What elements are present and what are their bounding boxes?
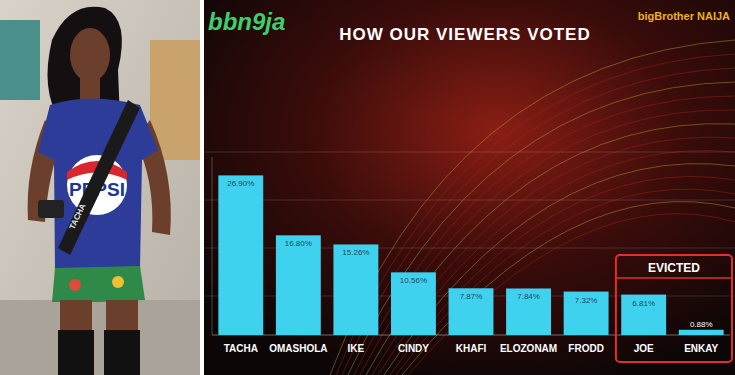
shorts-pattern — [69, 279, 81, 291]
divider — [200, 0, 204, 375]
shorts — [52, 266, 145, 302]
photo: PEPSITACHA — [0, 0, 200, 375]
photo-floor — [0, 300, 200, 375]
strap — [58, 100, 140, 255]
background-line — [366, 124, 735, 375]
background-line — [396, 189, 735, 375]
x-tick-label: TACHA — [224, 343, 258, 354]
mic-pack — [38, 200, 64, 218]
chart-bg — [204, 0, 735, 375]
background-line — [408, 214, 735, 375]
background-line — [384, 164, 735, 375]
data-label: 10.56% — [400, 276, 427, 285]
background-line — [372, 137, 735, 375]
bar — [564, 292, 609, 335]
shorts-pattern — [112, 276, 124, 288]
shirt — [38, 99, 158, 271]
canvas: PEPSITACHA bbn9ja bigBrother NAIJA HOW OUR … — [0, 0, 735, 375]
bar — [449, 288, 494, 335]
strap-text: TACHA — [68, 202, 88, 231]
background-line — [378, 150, 735, 375]
bar — [506, 288, 551, 335]
bar — [333, 244, 378, 335]
photo-bg — [0, 0, 200, 375]
data-label: 7.87% — [460, 292, 483, 301]
background-line — [330, 40, 735, 375]
face — [70, 28, 110, 82]
bar — [391, 272, 436, 335]
background-line — [390, 176, 735, 375]
photo-decor — [0, 20, 40, 100]
root: PEPSITACHA bbn9ja bigBrother NAIJA HOW OUR … — [0, 0, 735, 375]
background-line — [348, 82, 735, 375]
sock — [58, 330, 94, 375]
x-tick-label: JOE — [634, 343, 654, 354]
sock — [104, 330, 140, 375]
data-label: 16.80% — [285, 239, 312, 248]
x-tick-label: FRODD — [568, 343, 604, 354]
annotation: EVICTED — [616, 255, 732, 362]
x-tick-label: CINDY — [398, 343, 429, 354]
logo-left: bbn9ja — [208, 8, 285, 35]
x-tick-label: ENKAY — [684, 343, 718, 354]
x-tick-label: OMASHOLA — [269, 343, 327, 354]
background-line — [336, 54, 735, 375]
background-rule — [204, 200, 735, 201]
annotation-text: EVICTED — [648, 261, 700, 275]
background-lines — [204, 40, 735, 375]
y-axis-line — [212, 157, 213, 335]
bar — [218, 175, 263, 335]
bar — [621, 295, 666, 335]
data-label: 7.32% — [575, 296, 598, 305]
background-line — [354, 96, 735, 375]
annotation-rule — [616, 277, 732, 279]
bar — [679, 330, 724, 335]
background-line — [342, 68, 735, 375]
x-tick-label: IKE — [348, 343, 365, 354]
data-label: 7.84% — [517, 292, 540, 301]
data-label: 15.26% — [342, 248, 369, 257]
data-label: 6.81% — [632, 299, 655, 308]
data-label: 26.90% — [227, 179, 254, 188]
bar — [276, 235, 321, 335]
title: HOW OUR VIEWERS VOTED — [339, 25, 590, 44]
logo-right: bigBrother NAIJA — [638, 10, 730, 22]
x-tick-label: KHAFI — [456, 343, 487, 354]
labels: 26.90% TACHA 16.80% OMASHOLA 15.26% IKE 10.56%… — [224, 179, 719, 354]
annotation-box — [616, 255, 732, 362]
data-label: 0.88% — [690, 320, 713, 329]
background-line — [402, 202, 735, 375]
x-tick-label: ELOZONAM — [500, 343, 557, 354]
background-rule — [204, 152, 735, 153]
